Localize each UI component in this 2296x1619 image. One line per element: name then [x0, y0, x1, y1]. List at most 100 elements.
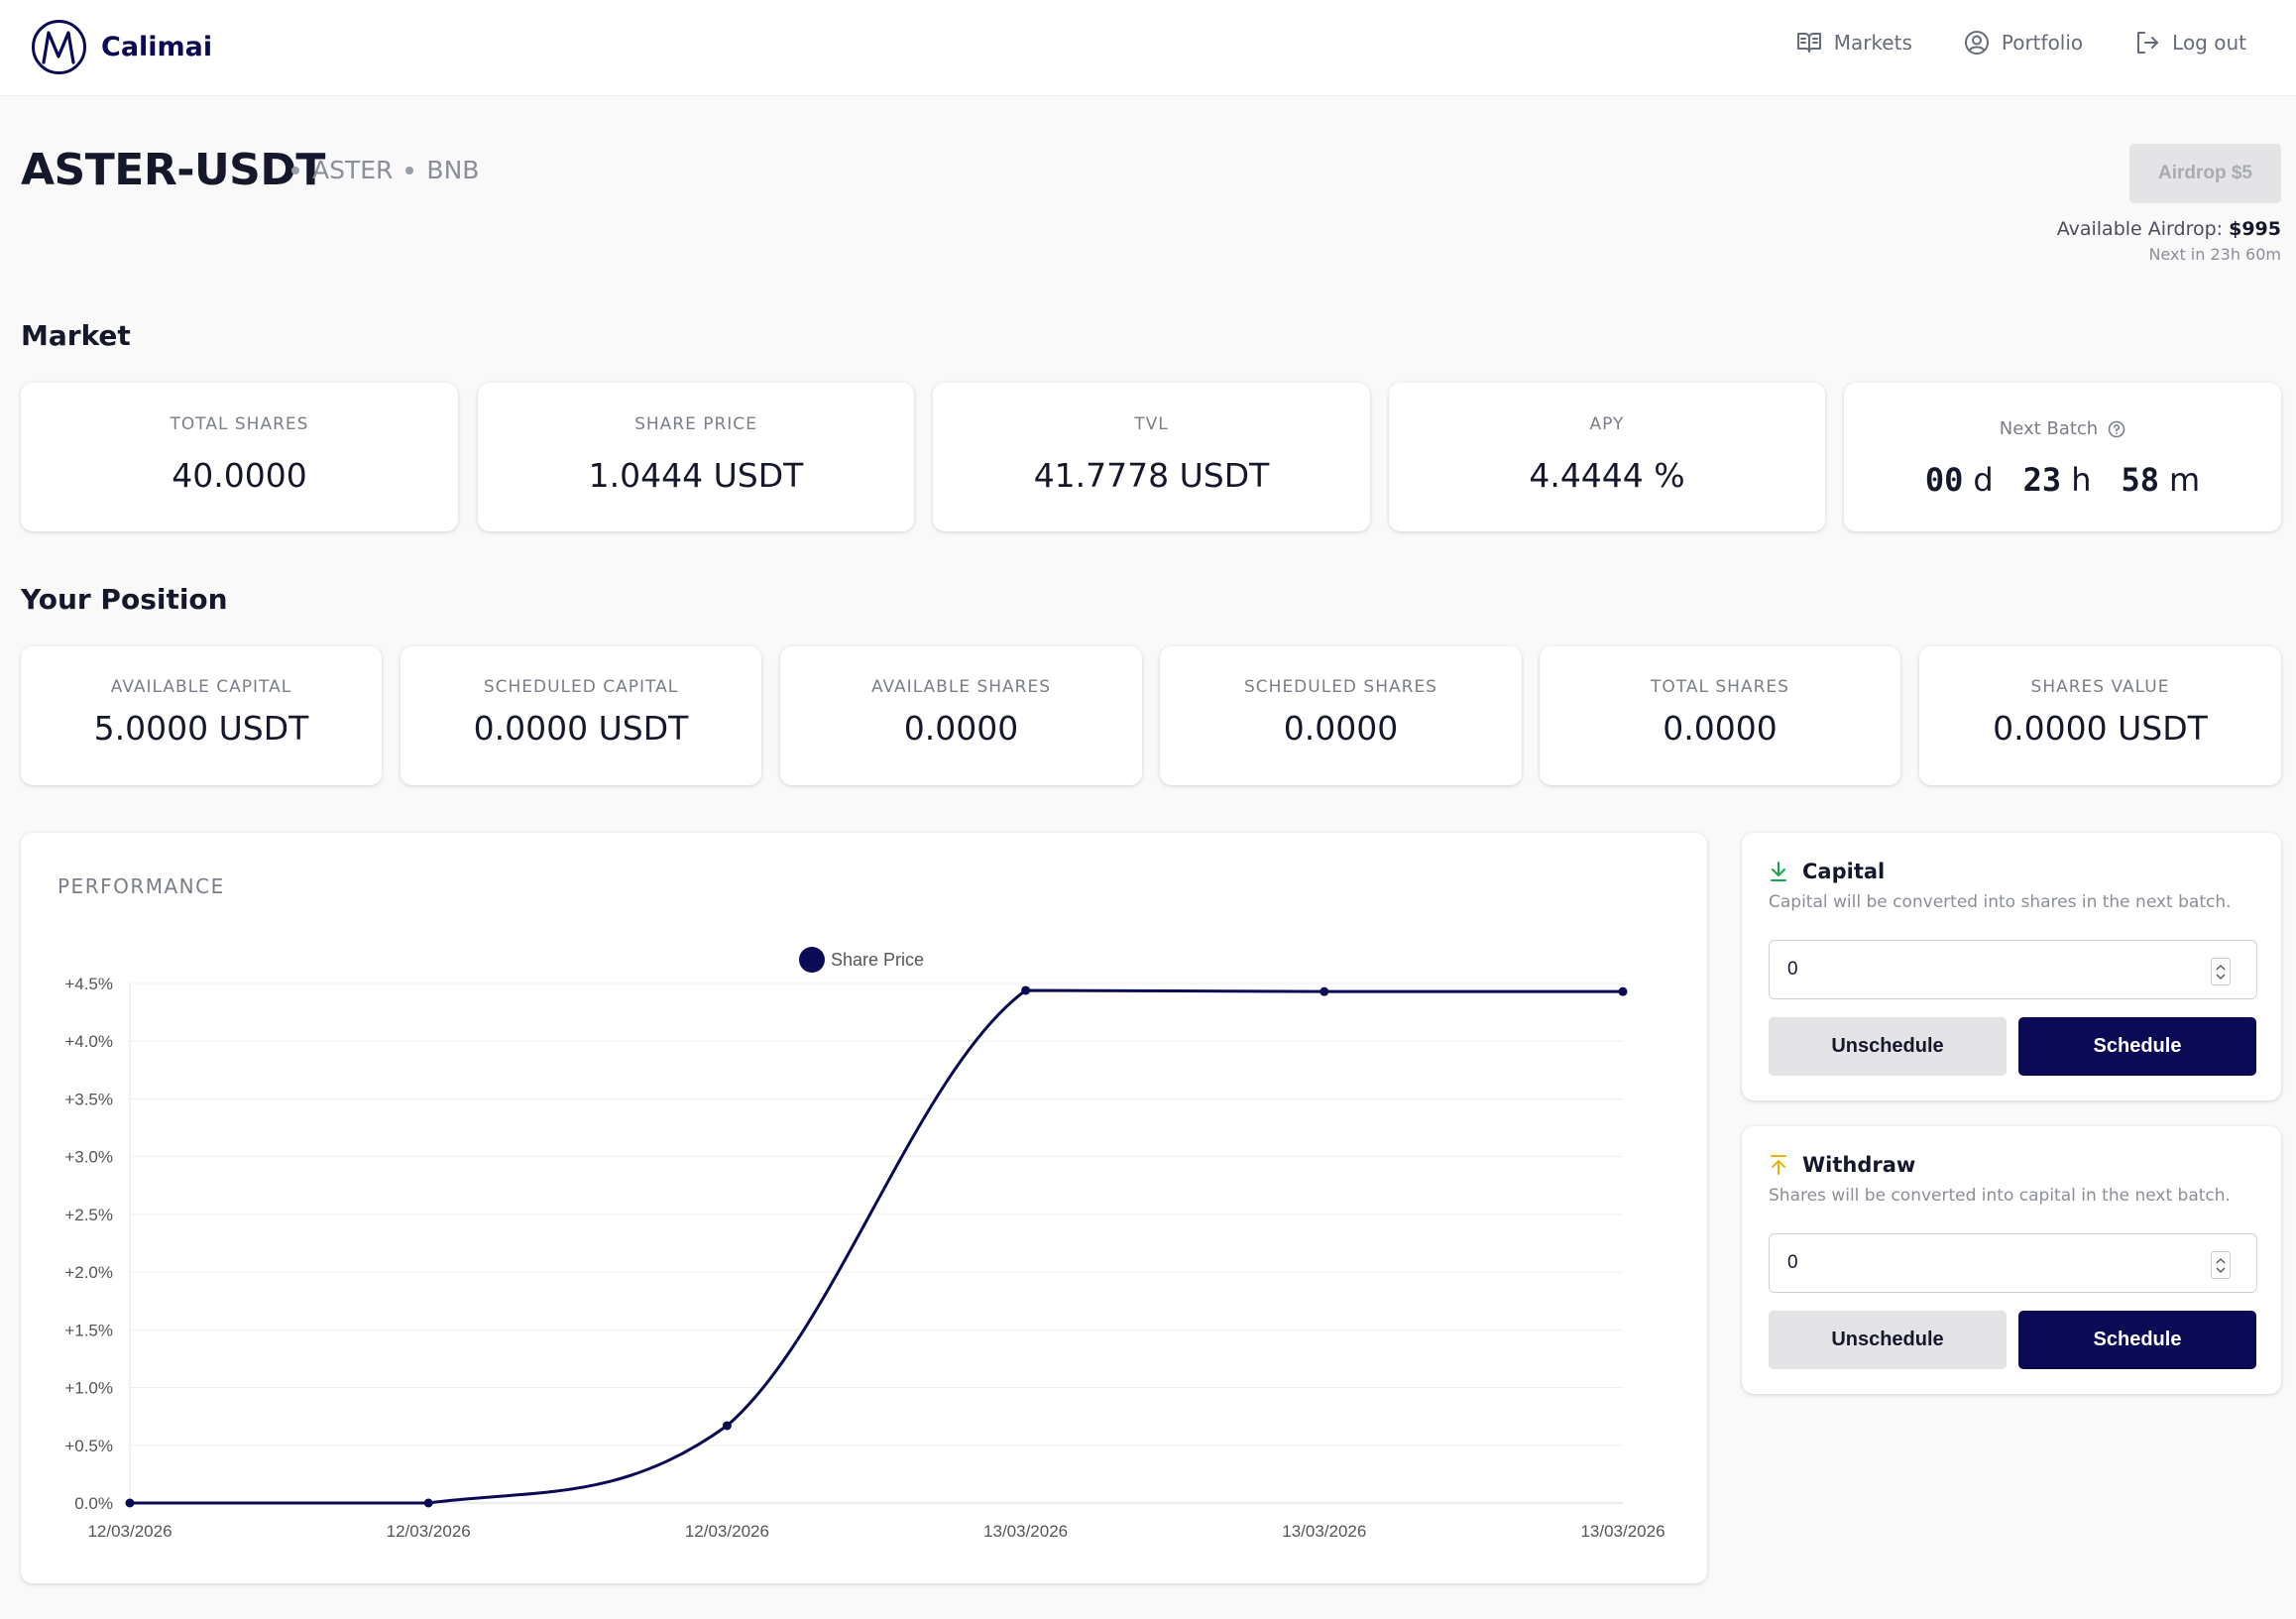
chart-y-tick-label: +1.0% [64, 1379, 113, 1398]
position-value: 5.0000 USDT [93, 709, 309, 748]
position-label: SCHEDULED CAPITAL [483, 677, 679, 697]
position-card-available-shares: AVAILABLE SHARES 0.0000 [780, 646, 1142, 785]
separator-dot [291, 166, 299, 174]
countdown-hours-value: 23 [2022, 461, 2062, 499]
stat-card-tvl: TVL 41.7778 USDT [933, 383, 1370, 531]
next-batch-label-row: Next Batch [2000, 418, 2125, 439]
position-card-shares-value: SHARES VALUE 0.0000 USDT [1919, 646, 2281, 785]
performance-card: PERFORMANCE 0.0% +0.5% +1.0% +1.5% +2.0% +2.5… [21, 833, 1707, 1583]
nav-portfolio[interactable]: Portfolio [1964, 30, 2083, 56]
nav-logout-label: Log out [2172, 31, 2246, 55]
capital-header: Capital [1769, 860, 1885, 883]
withdraw-title: Withdraw [1802, 1153, 1916, 1177]
withdraw-panel: Withdraw Shares will be converted into c… [1742, 1126, 2281, 1394]
withdraw-amount-input[interactable] [1769, 1233, 2257, 1293]
chart-y-tick-label: +0.5% [64, 1437, 113, 1455]
countdown-minutes-unit: m [2169, 461, 2201, 499]
position-value: 0.0000 [1663, 709, 1778, 748]
chart-x-tick-label: 12/03/2026 [685, 1522, 769, 1541]
chart-x-tick-label: 12/03/2026 [87, 1522, 172, 1541]
countdown-days-value: 00 [1924, 461, 1964, 499]
chart-x-tick-label: 13/03/2026 [1282, 1522, 1366, 1541]
chart-data-point [1618, 986, 1628, 996]
chart-legend-marker [799, 947, 825, 973]
stat-value: 40.0000 [172, 456, 307, 495]
nav-links: Markets Portfolio Log out [1796, 30, 2246, 56]
position-section-title: Your Position [21, 583, 228, 616]
withdraw-schedule-button[interactable]: Schedule [2018, 1311, 2256, 1369]
position-label: AVAILABLE CAPITAL [110, 677, 292, 697]
capital-amount-stepper[interactable] [2211, 958, 2231, 985]
stat-value: 1.0444 USDT [588, 456, 804, 495]
calimai-logo-icon [32, 20, 86, 74]
logout-icon [2137, 32, 2159, 54]
pair-title: ASTER-USDT [21, 145, 325, 195]
help-circle-icon[interactable] [2108, 420, 2125, 438]
chart-data-point [1021, 985, 1031, 995]
chart-y-tick-label: +2.0% [64, 1263, 113, 1282]
market-section-title: Market [21, 319, 131, 352]
airdrop-button[interactable]: Airdrop $5 [2129, 144, 2281, 203]
chart-data-point [1320, 986, 1329, 996]
position-label: SHARES VALUE [2030, 677, 2170, 697]
countdown-hours: 23 h [2023, 461, 2092, 499]
book-open-icon [1796, 33, 1821, 53]
separator-dot [405, 166, 414, 174]
chain-name: BNB [426, 156, 480, 184]
brand-logo[interactable]: Calimai [31, 19, 212, 75]
chevron-up-icon [2216, 1257, 2226, 1263]
stat-card-total-shares: TOTAL SHARES 40.0000 [21, 383, 458, 531]
countdown-days: 00 d [1925, 461, 1994, 499]
stat-label: APY [1589, 414, 1625, 434]
countdown-hours-unit: h [2071, 461, 2092, 499]
withdraw-unschedule-button[interactable]: Unschedule [1769, 1311, 2007, 1369]
capital-unschedule-button[interactable]: Unschedule [1769, 1017, 2007, 1076]
base-asset: ASTER [312, 156, 394, 184]
batch-countdown: 00 d 23 h 58 m [1844, 461, 2281, 499]
position-value: 0.0000 [1283, 709, 1399, 748]
chart-series-line [129, 988, 1623, 1505]
countdown-minutes: 58 m [2121, 461, 2200, 499]
chart-data-point [423, 1498, 433, 1508]
stat-card-share-price: SHARE PRICE 1.0444 USDT [478, 383, 914, 531]
withdraw-header: Withdraw [1769, 1153, 1915, 1177]
top-navbar: Calimai Markets Portfolio Lo [0, 0, 2296, 96]
countdown-minutes-value: 58 [2121, 461, 2159, 499]
pair-meta: ASTER BNB [291, 156, 479, 184]
nav-logout[interactable]: Log out [2134, 30, 2246, 56]
download-icon [1771, 862, 1786, 881]
capital-description: Capital will be converted into shares in… [1769, 892, 2232, 912]
available-airdrop: Available Airdrop: $995 [2057, 218, 2281, 240]
chevron-down-icon [2216, 974, 2226, 980]
brand-name: Calimai [101, 32, 213, 62]
chevron-down-icon [2216, 1267, 2226, 1273]
available-airdrop-value: $995 [2229, 218, 2281, 240]
chart-y-tick-label: +4.0% [64, 1032, 113, 1051]
upload-icon [1771, 1155, 1786, 1175]
performance-chart[interactable]: 0.0% +0.5% +1.0% +1.5% +2.0% +2.5% +3.0% +3.5% +… [21, 833, 1707, 1583]
position-value: 0.0000 USDT [473, 709, 689, 748]
position-label: AVAILABLE SHARES [870, 677, 1052, 697]
stat-card-apy: APY 4.4444 % [1389, 383, 1825, 531]
nav-markets[interactable]: Markets [1796, 31, 1912, 55]
user-circle-icon [1964, 31, 1989, 55]
performance-title: PERFORMANCE [57, 874, 225, 898]
stat-label: TVL [1134, 414, 1169, 434]
position-card-available-capital: AVAILABLE CAPITAL 5.0000 USDT [21, 646, 382, 785]
stat-label: TOTAL SHARES [170, 414, 309, 434]
chart-data-point [722, 1421, 732, 1431]
withdraw-description: Shares will be converted into capital in… [1769, 1186, 2231, 1206]
chart-y-tick-label: +2.5% [64, 1206, 113, 1224]
next-batch-label: Next Batch [1999, 418, 2099, 439]
next-airdrop: Next in 23h 60m [2148, 245, 2281, 264]
position-label: TOTAL SHARES [1651, 677, 1789, 697]
capital-amount-input[interactable] [1769, 940, 2257, 999]
withdraw-amount-stepper[interactable] [2211, 1251, 2231, 1279]
capital-title: Capital [1802, 860, 1886, 883]
position-card-scheduled-shares: SCHEDULED SHARES 0.0000 [1160, 646, 1522, 785]
capital-schedule-button[interactable]: Schedule [2018, 1017, 2256, 1076]
available-airdrop-label: Available Airdrop: [2056, 218, 2224, 240]
position-card-total-shares: TOTAL SHARES 0.0000 [1540, 646, 1900, 785]
stat-value: 4.4444 % [1529, 456, 1685, 495]
capital-panel: Capital Capital will be converted into s… [1742, 833, 2281, 1100]
